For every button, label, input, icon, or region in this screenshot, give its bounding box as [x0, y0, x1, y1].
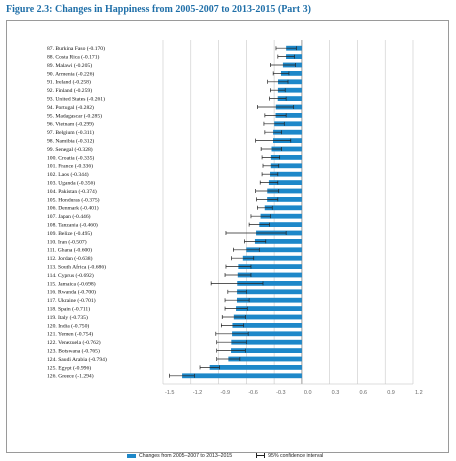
x-tick-label: 0.3	[332, 390, 340, 396]
bar	[232, 331, 302, 337]
category-label: 111. Ghana (-0.600)	[47, 247, 92, 254]
category-label: 89. Malawi (-0.205)	[47, 62, 92, 69]
legend-bar-swatch	[127, 453, 136, 458]
bar	[274, 121, 302, 127]
bar	[209, 365, 302, 370]
category-label: 109. Belize (-0.495)	[47, 230, 92, 237]
bar	[273, 129, 302, 135]
bar	[271, 146, 302, 152]
bar	[236, 306, 302, 311]
bar	[231, 348, 302, 353]
bar	[236, 297, 302, 303]
category-label: 106. Denmark (-0.401)	[47, 205, 99, 212]
bar	[264, 205, 302, 211]
bar	[233, 314, 302, 320]
bar	[275, 113, 302, 118]
bar	[278, 79, 302, 85]
category-label: 119. Italy (-0.735)	[47, 314, 88, 321]
category-label: 91. Ireland (-0.258)	[47, 79, 91, 86]
category-label: 94. Portugal (-0.282)	[47, 104, 94, 111]
x-tick-label: -1.5	[165, 390, 174, 396]
category-label: 122. Venezuela (-0.762)	[47, 339, 101, 346]
category-label: 98. Namibia (-0.312)	[47, 138, 94, 145]
figure-title: Figure 2.3: Changes in Happiness from 20…	[6, 4, 311, 15]
category-label: 99. Senegal (-0.328)	[47, 146, 93, 153]
bar	[270, 171, 302, 177]
bar	[228, 356, 302, 362]
category-label: 114. Cyprus (-0.692)	[47, 272, 94, 279]
category-label: 93. United States (-0.261)	[47, 96, 105, 103]
category-label: 112. Jordan (-0.638)	[47, 255, 93, 262]
category-label: 90. Armenia (-0.226)	[47, 70, 94, 77]
x-tick-label: 0.9	[387, 390, 395, 396]
bar	[237, 281, 302, 286]
category-label: 118. Spain (-0.711)	[47, 306, 90, 313]
category-label: 87. Burkina Faso (-0.170)	[47, 45, 105, 52]
category-label: 126. Greece (-1.294)	[47, 373, 94, 380]
category-label: 101. France (-0.336)	[47, 163, 93, 170]
chart-frame: -1.5 -1.2 -0.9 -0.6 -0.3 0.0 0.3 0.6 0.9 1.2 87. B…	[6, 20, 449, 459]
category-label: 108. Tanzania (-0.460)	[47, 222, 98, 229]
bar	[259, 222, 302, 227]
chart-svg: -1.5 -1.2 -0.9 -0.6 -0.3 0.0 0.3 0.6 0.9 1.2 87. B…	[47, 40, 423, 396]
bar	[238, 264, 302, 269]
bar	[231, 339, 302, 345]
category-label: 107. Japan (-0.446)	[47, 213, 91, 220]
bar	[270, 163, 302, 169]
bar	[277, 87, 302, 93]
category-label: 117. Ukraine (-0.701)	[47, 297, 96, 304]
bar	[267, 188, 302, 194]
x-tick-label: 0.0	[304, 390, 312, 396]
x-tick-label: -1.2	[193, 390, 202, 396]
bar	[246, 247, 302, 253]
category-label: 120. India (-0.750)	[47, 322, 89, 329]
category-label: 102. Laos (-0.344)	[47, 171, 89, 178]
legend-ci-icon	[256, 453, 266, 459]
category-label: 115. Jamaica (-0.698)	[47, 280, 96, 287]
category-label: 121. Yemen (-0.754)	[47, 331, 93, 338]
category-label: 103. Uganda (-0.356)	[47, 180, 95, 187]
category-label: 125. Egypt (-0.996)	[47, 364, 91, 371]
x-tick-label: -0.3	[276, 390, 285, 396]
bar	[260, 213, 302, 219]
bar	[268, 180, 302, 185]
bar	[280, 71, 302, 76]
category-label: 105. Honduras (-0.375)	[47, 196, 100, 203]
legend-ci-label: 95% confidence interval	[268, 453, 324, 459]
bar	[182, 373, 302, 379]
category-label: 123. Botswana (-0.765)	[47, 348, 100, 355]
bar	[254, 239, 302, 244]
category-label: 104. Pakistan (-0.374)	[47, 188, 97, 195]
x-tick-label: 1.2	[415, 390, 423, 396]
bar	[237, 289, 302, 295]
bar	[237, 272, 302, 278]
category-label: 113. South Africa (-0.686)	[47, 264, 106, 271]
x-tick-label: 0.6	[359, 390, 367, 396]
bar	[242, 255, 302, 261]
legend-bar-label: Changes from 2005–2007 to 2013–2015	[139, 453, 233, 459]
bar	[277, 96, 302, 101]
category-label: 110. Iran (-0.507)	[47, 238, 87, 245]
x-tick-label: -0.9	[221, 390, 230, 396]
bar	[232, 323, 302, 328]
category-label: 97. Belgium (-0.311)	[47, 129, 94, 136]
category-label: 95. Madagascar (-0.285)	[47, 112, 102, 119]
category-label: 96. Vietnam (-0.299)	[47, 121, 94, 128]
category-label: 100. Croatia (-0.335)	[47, 154, 94, 161]
category-label: 88. Costa Rica (-0.171)	[47, 54, 99, 61]
category-label: 116. Rwanda (-0.700)	[47, 289, 96, 296]
category-label: 92. Finland (-0.259)	[47, 87, 92, 94]
category-label: 124. Saudi Arabia (-0.794)	[47, 356, 107, 363]
x-tick-label: -0.6	[248, 390, 257, 396]
bar	[267, 197, 302, 202]
legend: Changes from 2005–2007 to 2013–2015 95% c…	[127, 453, 323, 459]
bar	[270, 155, 302, 160]
